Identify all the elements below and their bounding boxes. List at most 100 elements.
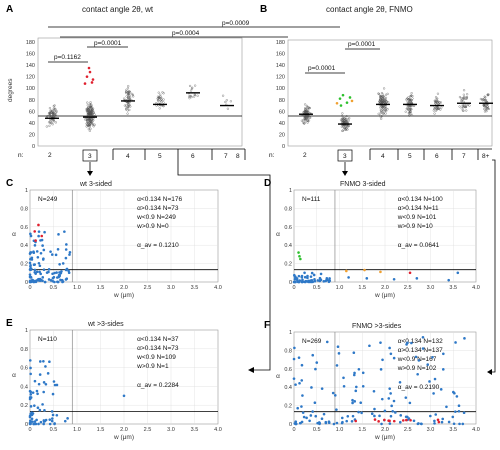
- group-box-b-3: [337, 149, 353, 162]
- alpha-point: [33, 230, 36, 233]
- stat-line: w<0.9 N=101: [397, 214, 437, 221]
- panel-f: F FNMO >3-sides 0 0.5 1.0 1.5 2.0 2.5 3.0 3.5 4.0 1…: [264, 320, 480, 441]
- alpha-point: [37, 277, 40, 281]
- alpha-point: [415, 277, 419, 280]
- alpha-point: [377, 420, 380, 423]
- degree-point: [463, 95, 466, 99]
- pval-a-1162: p=0.1162: [54, 54, 81, 61]
- alpha-average: α_av = 0.1210: [137, 242, 179, 249]
- alpha-point: [47, 278, 51, 281]
- degree-point: [54, 107, 57, 110]
- degree-point: [48, 114, 51, 117]
- alpha-point: [345, 419, 349, 423]
- degree-point: [436, 92, 440, 95]
- alpha-point: [51, 272, 54, 276]
- pval-b-top: p=0.0001: [348, 41, 376, 48]
- y-tick-label: 0: [289, 280, 292, 286]
- x-tick-label: 0.5: [313, 427, 321, 433]
- x-tick-label: 3.0: [427, 285, 435, 291]
- y-tick-label: 20: [279, 132, 285, 138]
- degree-point: [225, 99, 228, 102]
- degree-point: [483, 110, 487, 113]
- alpha-point: [405, 415, 409, 419]
- degree-point: [193, 95, 196, 98]
- outlier-point-red: [83, 82, 87, 85]
- x-axis-label: w (μm): [113, 292, 134, 299]
- degree-point: [48, 124, 51, 127]
- alpha-point: [337, 352, 341, 355]
- alpha-point: [37, 230, 41, 233]
- alpha-point: [64, 256, 68, 260]
- alpha-point: [309, 280, 313, 284]
- alpha-point: [36, 406, 40, 409]
- alpha-point: [50, 253, 54, 256]
- alpha-point: [352, 373, 356, 377]
- alpha-point: [51, 413, 55, 417]
- alpha-point: [314, 414, 318, 418]
- alpha-point: [380, 397, 384, 401]
- degree-point: [306, 106, 309, 109]
- degree-point: [91, 108, 94, 111]
- alpha-point: [306, 280, 310, 284]
- stat-line: w>0.9 N=1: [136, 363, 169, 370]
- degree-point: [379, 96, 382, 100]
- alpha-point: [296, 406, 299, 410]
- alpha-point: [54, 253, 58, 257]
- alpha-point: [43, 230, 46, 234]
- alpha-point: [327, 421, 331, 425]
- degree-point: [406, 100, 409, 103]
- alpha-point: [452, 422, 456, 426]
- x-tick-label: 2.0: [381, 285, 389, 291]
- alpha-point: [457, 404, 461, 407]
- degree-point: [343, 126, 346, 129]
- alpha-point: [28, 261, 32, 265]
- alpha-point: [309, 414, 313, 417]
- x-tick-label: 1.5: [97, 427, 105, 433]
- degree-point: [347, 124, 351, 127]
- alpha-point: [33, 270, 37, 274]
- degree-point: [189, 89, 193, 92]
- degree-point: [88, 124, 92, 127]
- alpha-point: [441, 368, 445, 371]
- stat-line: w<0.9 N=109: [136, 354, 176, 361]
- degree-point: [433, 106, 437, 110]
- alpha-point: [28, 414, 32, 418]
- alpha-point: [28, 359, 32, 362]
- y-tick-label: 100: [26, 86, 35, 92]
- alpha-point: [437, 420, 441, 424]
- stat-line: w<0.9 N=249: [136, 214, 176, 221]
- alpha-point: [33, 279, 37, 283]
- plot-frame-a: [37, 37, 243, 147]
- degree-point: [385, 100, 388, 103]
- degree-point: [162, 98, 165, 101]
- highlight-point-green: [348, 96, 352, 99]
- y-tick-label: 0.4: [284, 385, 292, 391]
- alpha-point: [387, 397, 391, 400]
- alpha-point: [457, 409, 461, 413]
- alpha-point: [336, 345, 340, 348]
- degree-point: [482, 98, 485, 101]
- x-tick-label: 3.0: [167, 427, 175, 433]
- alpha-point: [440, 420, 444, 424]
- alpha-point: [298, 279, 302, 282]
- alpha-point: [66, 417, 69, 420]
- degree-point: [483, 108, 486, 111]
- pval-a-0009: p=0.0009: [222, 20, 250, 27]
- degree-point: [408, 111, 412, 114]
- degree-point: [53, 109, 56, 113]
- degree-point: [127, 103, 130, 106]
- alpha-point: [41, 276, 45, 279]
- alpha-point: [60, 278, 64, 282]
- degree-point: [48, 107, 51, 110]
- degree-point: [125, 108, 128, 111]
- y-axis-label: α: [12, 231, 16, 238]
- outlier-point-red: [87, 66, 91, 70]
- alpha-point: [383, 418, 386, 422]
- alpha-point: [37, 234, 40, 238]
- degree-point: [305, 104, 309, 108]
- stat-line: α<0.134 N=132: [398, 338, 443, 345]
- degree-point: [380, 96, 383, 99]
- degree-point: [51, 110, 54, 113]
- degree-point: [377, 112, 380, 115]
